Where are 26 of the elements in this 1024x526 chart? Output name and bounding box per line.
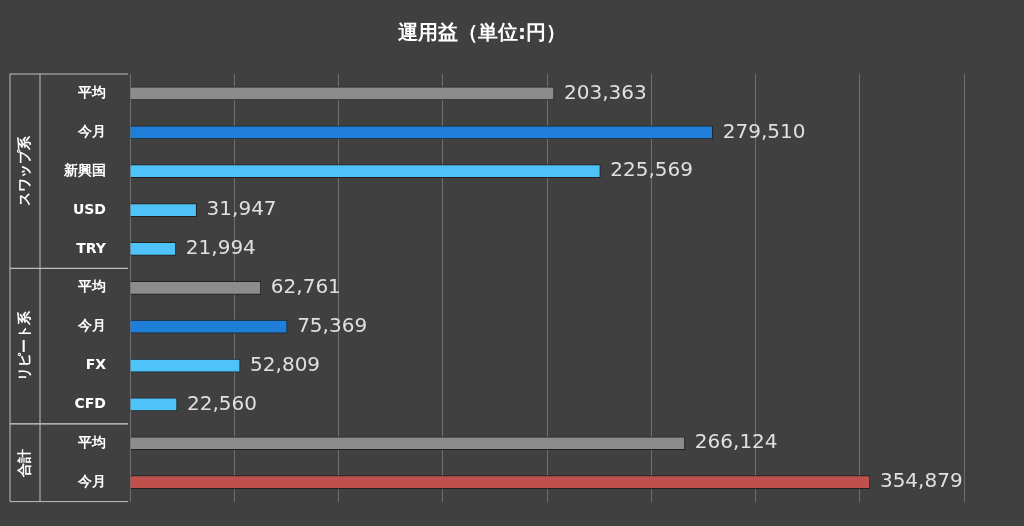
data-label: 225,569 xyxy=(610,157,694,182)
data-label: 266,124 xyxy=(694,429,778,454)
text: 合計 xyxy=(15,448,32,478)
y-tick-label: 平均 xyxy=(77,433,106,450)
data-label: 75,369 xyxy=(297,312,368,337)
y-tick-label: 今月 xyxy=(77,317,106,334)
y-tick-label: 今月 xyxy=(77,472,106,489)
y-tick-label: 平均 xyxy=(77,84,106,101)
data-label: 279,510 xyxy=(722,118,806,143)
data-label: 203,363 xyxy=(564,79,647,104)
data-label: 22,560 xyxy=(187,390,258,415)
y-tick-label: FX xyxy=(85,356,107,373)
data-label: 62,761 xyxy=(270,274,341,298)
y-tick-label: USD xyxy=(72,200,106,217)
y-tick-label: 今月 xyxy=(77,122,106,139)
chart-title: 運用益（単位:円） xyxy=(397,20,566,45)
data-label: 31,947 xyxy=(206,196,277,221)
data-label: 354,879 xyxy=(879,468,963,493)
text: リピート系 xyxy=(15,310,32,382)
data-label: 52,809 xyxy=(250,351,321,376)
y-tick-label: CFD xyxy=(74,395,106,412)
text: スワップ系 xyxy=(15,135,32,207)
y-tick-label: 新興国 xyxy=(63,161,106,178)
data-label: 21,994 xyxy=(185,235,256,260)
y-tick-label: TRY xyxy=(76,239,107,256)
y-tick-label: 平均 xyxy=(77,278,106,295)
